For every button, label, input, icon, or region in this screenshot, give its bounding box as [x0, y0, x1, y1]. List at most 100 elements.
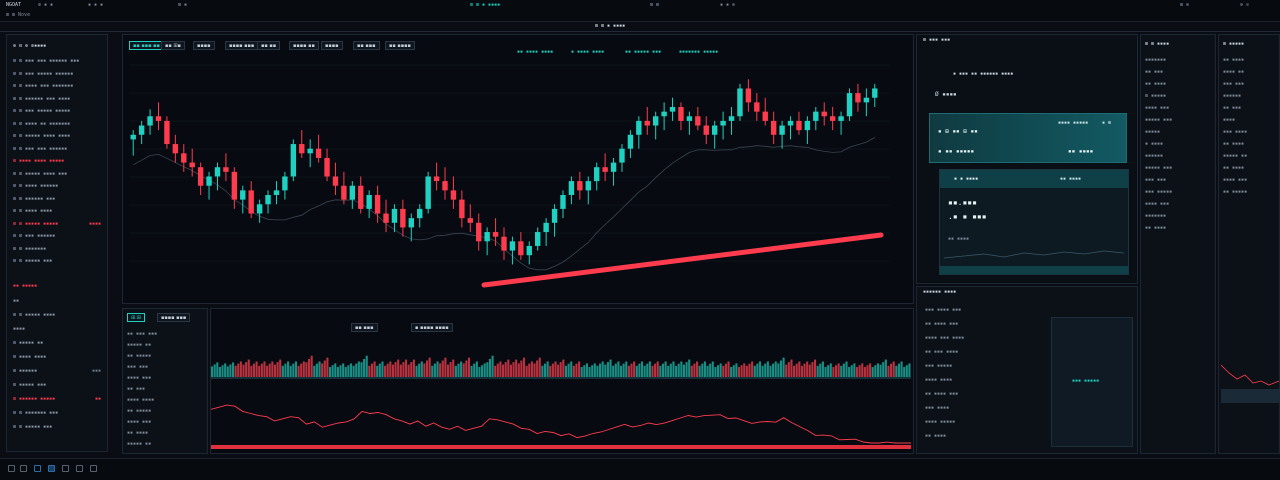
watchlist-row[interactable]: ⊞ ⊞ ▪▪▪▪ ▪▪▪ ▪▪▪▪▪▪▪: [13, 82, 101, 90]
edge-row[interactable]: ▪▪▪▪ ▪▪▪: [1223, 177, 1248, 183]
depth-row[interactable]: ▪▪▪▪▪▪▪: [1145, 213, 1167, 219]
watchlist-row[interactable]: ⊞ ⊞ ▪▪▪ ▪▪▪▪▪ ▪▪▪▪▪: [13, 107, 101, 115]
trade-row[interactable]: ▪▪▪▪▪ ▪▪: [127, 342, 152, 348]
taskbar-icon-7[interactable]: [90, 465, 97, 472]
watchlist-row2[interactable]: ⊞ ⊞ ▪▪▪▪▪ ▪▪▪: [13, 423, 101, 431]
depth-row[interactable]: ▪▪ ▪▪▪: [1145, 69, 1164, 75]
depth-row[interactable]: ▪▪ ▪▪▪▪: [1145, 81, 1167, 87]
trade-row[interactable]: ▪▪▪▪ ▪▪▪: [127, 419, 152, 425]
depth-row[interactable]: ▪▪▪▪ ▪▪▪: [1145, 105, 1170, 111]
bottom-tab-1[interactable]: ⊞ ⊞: [127, 313, 145, 322]
edge-row[interactable]: ▪▪ ▪▪▪: [1223, 105, 1242, 111]
chart-toolbar-button[interactable]: ▪▪▪▪ ▪▪: [289, 41, 319, 50]
edge-row[interactable]: ▪▪▪▪▪ ▪▪: [1223, 153, 1248, 159]
depth-row[interactable]: ⊞ ▪▪▪▪▪: [1145, 93, 1167, 99]
order-row[interactable]: ▪▪ ▪▪▪ ▪▪▪▪: [925, 349, 959, 355]
depth-row[interactable]: ▪▪ ▪▪▪▪: [1145, 225, 1167, 231]
order-row[interactable]: ▪▪▪ ▪▪▪▪▪: [925, 363, 953, 369]
top-menu-2[interactable]: ▪ ▪ ▪: [88, 2, 104, 8]
top-right-4[interactable]: ⊕ ⊙: [1240, 2, 1250, 8]
top-right-1[interactable]: ⊞ ⊞: [650, 2, 660, 8]
chart-toolbar-button[interactable]: ▪▪▪▪: [193, 41, 215, 50]
edge-row[interactable]: ▪▪▪▪: [1223, 117, 1236, 123]
order-row[interactable]: ▪▪▪▪ ▪▪▪▪: [925, 377, 953, 383]
order-row[interactable]: ▪▪▪▪ ▪▪▪▪▪: [925, 419, 956, 425]
trade-row[interactable]: ▪▪▪▪ ▪▪▪: [127, 375, 152, 381]
edge-row[interactable]: ▪▪▪▪ ▪▪: [1223, 69, 1245, 75]
top-menu-3[interactable]: ⊞ ▪: [178, 2, 188, 8]
edge-row[interactable]: ▪▪ ▪▪▪▪: [1223, 165, 1245, 171]
watchlist-row2[interactable]: ⊞ ▪▪▪▪▪▪ ▪▪▪▪▪ ▪▪: [13, 395, 101, 403]
candlestick-chart[interactable]: [129, 59, 889, 291]
trade-row[interactable]: ▪▪ ▪▪▪ ▪▪▪: [127, 331, 158, 337]
watchlist-row[interactable]: ⊞ ⊞ ▪▪▪▪ ▪▪▪▪: [13, 207, 101, 215]
top-menu-1[interactable]: ⊕ ▪ ▪: [38, 2, 54, 8]
watchlist-row[interactable]: ⊞ ⊞ ▪▪▪▪▪ ▪▪▪▪ ▪▪▪: [13, 170, 101, 178]
watchlist-row[interactable]: ⊞ ⊞ ▪▪▪▪ ▪▪ ▪▪▪▪▪▪▪: [13, 120, 101, 128]
watchlist-row[interactable]: ⊞ ⊞ ▪▪▪▪▪ ▪▪▪▪ ▪▪▪▪: [13, 132, 101, 140]
order-row[interactable]: ▪▪▪▪ ▪▪▪ ▪▪▪▪: [925, 335, 965, 341]
volume-chart[interactable]: [211, 313, 911, 453]
watchlist-row2[interactable]: ▪▪: [13, 297, 101, 305]
trade-row[interactable]: ▪▪ ▪▪▪▪: [127, 430, 149, 436]
volume-tab-2[interactable]: ▪ ▪▪▪▪ ▪▪▪▪: [411, 323, 453, 332]
watchlist-row2[interactable]: ▪▪▪▪: [13, 325, 101, 333]
trade-row[interactable]: ▪▪▪ ▪▪▪: [127, 364, 149, 370]
trade-row[interactable]: ▪▪▪▪▪ ▪▪: [127, 441, 152, 447]
watchlist-row[interactable]: ⊞ ⊞ ▪▪▪▪ ▪▪▪▪▪▪: [13, 182, 101, 190]
chart-toolbar-button[interactable]: ▪▪▪▪ ▪▪▪: [225, 41, 259, 50]
watchlist-row[interactable]: ⊞ ⊞ ▪▪▪▪▪▪▪: [13, 245, 101, 253]
watchlist-row2[interactable]: ⊞ ⊞ ▪▪▪▪▪▪▪ ▪▪▪: [13, 409, 101, 417]
depth-row[interactable]: ▪▪▪▪ ▪▪▪: [1145, 201, 1170, 207]
depth-row[interactable]: ▪▪▪ ▪▪▪▪▪: [1145, 189, 1173, 195]
watchlist-row2[interactable]: ⊞ ▪▪▪▪▪ ▪▪: [13, 339, 101, 347]
depth-row[interactable]: ▪▪▪▪▪▪: [1145, 153, 1164, 159]
watchlist-row[interactable]: ⊞ ⊞ ▪▪▪ ▪▪▪▪▪ ▪▪▪▪▪▪: [13, 70, 101, 78]
chart-toolbar-button[interactable]: ▪▪ ⊞▪: [161, 41, 185, 50]
depth-row[interactable]: ▪▪▪ ▪▪▪: [1145, 177, 1167, 183]
edge-row[interactable]: ▪▪ ▪▪▪▪▪: [1223, 189, 1248, 195]
watchlist-row2[interactable]: ⊞ ⊞ ▪▪▪▪▪ ▪▪▪▪: [13, 311, 101, 319]
edge-row[interactable]: ▪▪▪ ▪▪▪▪: [1223, 129, 1248, 135]
chart-toolbar-button[interactable]: ▪▪▪▪: [321, 41, 343, 50]
chart-toolbar-button[interactable]: ▪▪ ▪▪▪▪: [385, 41, 415, 50]
watchlist-row[interactable]: ⊞ ⊞ ▪▪▪▪▪▪ ▪▪▪ ▪▪▪▪: [13, 95, 101, 103]
taskbar-icon-6[interactable]: [76, 465, 83, 472]
watchlist-row[interactable]: ⊞ ⊞ ▪▪▪ ▪▪▪ ▪▪▪▪▪▪: [13, 145, 101, 153]
top-right-3[interactable]: ⊞ ⊕: [1180, 2, 1190, 8]
order-row[interactable]: ▪▪ ▪▪▪▪ ▪▪▪: [925, 321, 959, 327]
edge-row[interactable]: ▪▪ ▪▪▪▪: [1223, 141, 1245, 147]
order-row[interactable]: ▪▪ ▪▪▪▪ ▪▪▪: [925, 391, 959, 397]
edge-row[interactable]: ▪▪▪ ▪▪▪: [1223, 81, 1245, 87]
order-row[interactable]: ▪▪▪ ▪▪▪▪: [925, 405, 950, 411]
chart-toolbar-button[interactable]: ▪▪ ▪▪▪ ▪▪: [129, 41, 164, 50]
volume-tab-1[interactable]: ▪▪ ▪▪▪: [351, 323, 378, 332]
watchlist-row[interactable]: ⊞ ⊞ ▪▪▪▪▪▪ ▪▪▪: [13, 195, 101, 203]
orders-chart-box[interactable]: ▪▪▪ ▪▪▪▪▪: [1051, 317, 1133, 447]
trade-row[interactable]: ▪▪▪▪ ▪▪▪▪: [127, 397, 155, 403]
bottom-tab-2[interactable]: ▪▪▪▪ ▪▪▪: [157, 313, 191, 322]
depth-row[interactable]: ▪▪▪▪▪▪▪: [1145, 57, 1167, 63]
trade-row[interactable]: ▪▪ ▪▪▪: [127, 386, 146, 392]
watchlist-row[interactable]: ⊞ ⊞ ▪▪▪ ▪▪▪▪▪▪: [13, 232, 101, 240]
chart-toolbar-button[interactable]: ▪▪ ▪▪▪: [353, 41, 380, 50]
taskbar-icon-5[interactable]: [62, 465, 69, 472]
watchlist-row[interactable]: ⊞ ▪▪▪▪ ▪▪▪▪ ▪▪▪▪▪: [13, 157, 101, 165]
watchlist-row[interactable]: ⊞ ⊞ ▪▪▪ ▪▪▪ ▪▪▪▪▪▪ ▪▪▪: [13, 57, 101, 65]
edge-row[interactable]: ▪▪▪▪▪▪: [1223, 93, 1242, 99]
depth-row[interactable]: ▪▪▪▪▪: [1145, 129, 1161, 135]
chart-toolbar-button[interactable]: ▪▪ ▪▪: [257, 41, 281, 50]
order-row[interactable]: ▪▪ ▪▪▪▪: [925, 433, 947, 439]
edge-row[interactable]: ▪▪ ▪▪▪▪: [1223, 57, 1245, 63]
taskbar-icon-3[interactable]: [34, 465, 41, 472]
depth-row[interactable]: ▪ ▪▪▪▪: [1145, 141, 1164, 147]
taskbar-icon-1[interactable]: [8, 465, 15, 472]
quote-card-1[interactable]: ▪ ⊞ ▪▪ ⊞ ▪▪ ▪▪▪▪ ▪▪▪▪▪ ▪ ⊞ ▪ ▪▪ ▪▪▪▪▪ ▪▪…: [929, 113, 1127, 163]
watchlist-row2[interactable]: ⊞ ▪▪▪▪▪▪ ▪▪▪: [13, 367, 101, 375]
trade-row[interactable]: ▪▪ ▪▪▪▪▪: [127, 353, 152, 359]
watchlist-row[interactable]: ⊞ ⊞ ▪▪▪▪▪ ▪▪▪: [13, 257, 101, 265]
top-right-2[interactable]: ▪ ▪ ⊕: [720, 2, 736, 8]
depth-row[interactable]: ▪▪▪▪▪ ▪▪▪: [1145, 165, 1173, 171]
taskbar-icon-2[interactable]: [20, 465, 27, 472]
quote-card-2[interactable]: ▪ ▪ ▪▪▪▪ ▪▪ ▪▪▪▪ ▪▪.▪▪▪ .▪ ▪ ▪▪▪ ▪▪ ▪▪▪▪: [939, 169, 1129, 275]
